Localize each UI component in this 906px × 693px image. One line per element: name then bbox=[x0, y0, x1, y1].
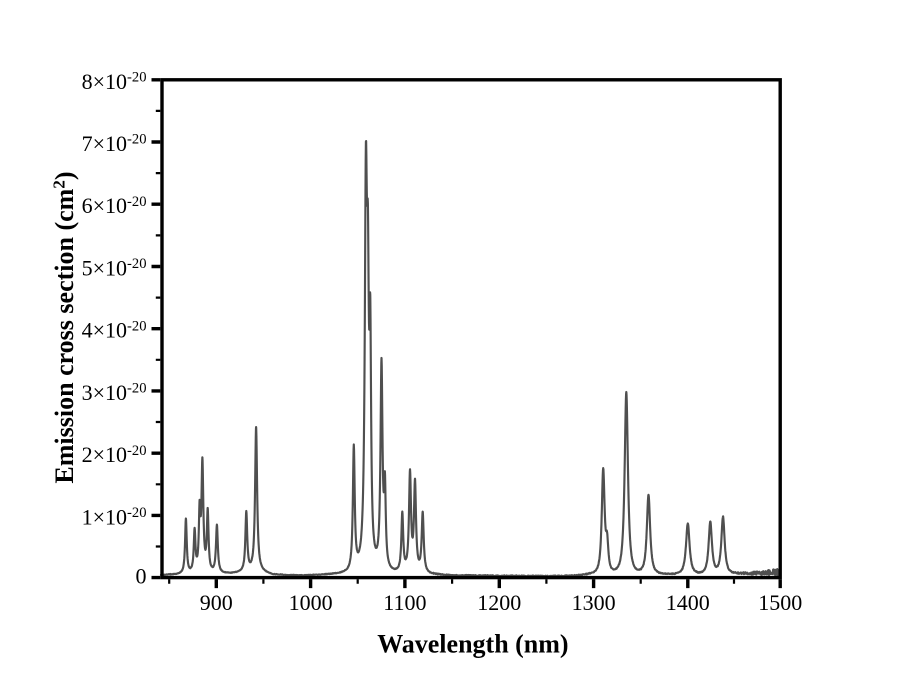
svg-text:1100: 1100 bbox=[383, 590, 426, 615]
svg-text:Wavelength (nm): Wavelength (nm) bbox=[377, 630, 568, 659]
svg-text:1500: 1500 bbox=[758, 590, 802, 615]
svg-text:1200: 1200 bbox=[477, 590, 521, 615]
svg-text:1400: 1400 bbox=[666, 590, 710, 615]
svg-text:900: 900 bbox=[200, 590, 233, 615]
svg-text:1000: 1000 bbox=[289, 590, 333, 615]
svg-text:Emission cross section (cm2): Emission cross section (cm2) bbox=[50, 171, 80, 483]
svg-text:0: 0 bbox=[136, 564, 147, 589]
svg-text:1300: 1300 bbox=[572, 590, 616, 615]
